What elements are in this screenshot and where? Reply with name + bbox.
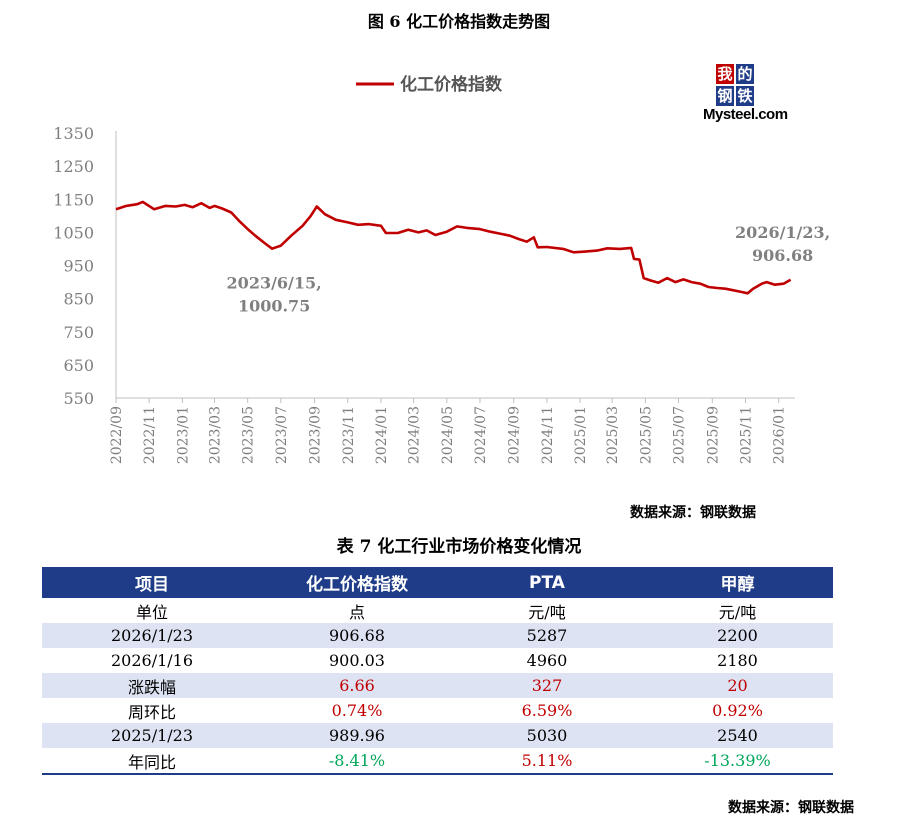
y-tick-label: 850 (63, 290, 94, 309)
x-tick-label: 2024/07 (473, 406, 489, 464)
table-source: 数据来源：钢联数据 (728, 800, 854, 816)
x-tick-label: 2025/05 (638, 406, 654, 464)
legend-label: 化工价格指数 (400, 74, 503, 95)
y-tick-label: 1350 (53, 124, 94, 143)
x-tick-label: 2024/01 (374, 406, 390, 464)
table-cell: 涨跌幅 (42, 673, 262, 698)
x-tick-label: 2023/07 (274, 406, 290, 464)
header-pta: PTA (452, 567, 642, 598)
table-row: 2026/1/23 906.68 5287 2200 (42, 623, 833, 648)
table-row: 年同比 -8.41% 5.11% -13.39% (42, 748, 833, 775)
x-tick-label: 2025/09 (705, 406, 721, 464)
chart-legend: 化工价格指数 (356, 74, 503, 95)
y-axis: 550 650 750 850 950 1050 1150 1250 1350 (53, 124, 117, 408)
table-row: 单位 点 元/吨 元/吨 (42, 598, 833, 623)
x-tick-label: 2023/09 (308, 406, 324, 464)
table-header-row: 项目 化工价格指数 PTA 甲醇 (42, 567, 833, 598)
logo-char: 铁 (736, 86, 754, 106)
x-tick-label: 2026/01 (772, 406, 788, 464)
table-cell: 0.92% (712, 701, 763, 720)
y-tick-label: 950 (63, 257, 94, 276)
table-row: 2026/1/16 900.03 4960 2180 (42, 648, 833, 673)
annotation-label: 906.68 (752, 246, 813, 265)
table-cell: -13.39% (642, 748, 833, 775)
table-row: 涨跌幅 6.66 327 20 (42, 673, 833, 698)
logo-char: 钢 (716, 86, 734, 106)
table-cell: 6.66 (262, 673, 452, 698)
table-cell: 5.11% (452, 748, 642, 775)
table-cell: 5287 (452, 623, 642, 648)
mysteel-logo: 我 的 钢 铁 Mysteel.com (703, 62, 803, 132)
table-cell: 元/吨 (528, 602, 566, 622)
table-cell: 20 (642, 673, 833, 698)
table-cell: -8.41% (262, 748, 452, 775)
table-cell: 906.68 (262, 623, 452, 648)
chart-source: 数据来源：钢联数据 (630, 505, 756, 521)
annotation-label: 2026/1/23, (735, 223, 830, 242)
table-cell: 2180 (717, 651, 758, 670)
y-tick-label: 750 (63, 323, 94, 342)
annotation-label: 2023/6/15, (227, 274, 322, 293)
table-cell: 年同比 (42, 748, 262, 775)
table-title: 表 7 化工行业市场价格变化情况 (336, 537, 582, 557)
table-cell: 2026/1/16 (110, 651, 194, 670)
x-tick-label: 2025/11 (738, 406, 754, 464)
table-cell: 0.74% (331, 701, 383, 720)
table-cell: 周环比 (127, 702, 176, 722)
x-tick-label: 2025/03 (605, 406, 621, 464)
table-cell: 元/吨 (718, 602, 757, 622)
table-row: 周环比 0.74% 6.59% 0.92% (42, 698, 833, 723)
x-tick-label: 2025/07 (672, 406, 688, 464)
header-item: 项目 (42, 567, 262, 598)
x-tick-label: 2023/03 (207, 406, 223, 464)
table-cell: 点 (348, 602, 365, 622)
x-tick-label: 2025/01 (573, 406, 589, 464)
table-row: 2025/1/23 989.96 5030 2540 (42, 723, 833, 748)
figure-title: 图 6 化工价格指数走势图 (367, 12, 551, 31)
table-cell: 单位 (135, 602, 168, 622)
x-tick-label: 2023/01 (175, 406, 191, 464)
logo-char: 的 (736, 64, 754, 84)
annotation-label: 1000.75 (238, 297, 310, 316)
table-cell: 327 (452, 673, 642, 698)
x-tick-label: 2024/05 (440, 406, 456, 464)
table-cell: 5030 (452, 723, 642, 748)
x-axis: 2022/09 2022/11 2023/01 2023/03 2023/05 2023/… (109, 397, 795, 464)
header-index: 化工价格指数 (262, 567, 452, 598)
table-cell: 2025/1/23 (42, 723, 262, 748)
series-line-chemical-index (115, 200, 792, 295)
table-cell: 900.03 (329, 651, 385, 670)
y-tick-label: 650 (63, 356, 94, 375)
table-cell: 2540 (642, 723, 833, 748)
chart-annotations: 2023/6/15, 1000.75 2026/1/23, 906.68 (227, 223, 831, 316)
y-tick-label: 550 (63, 389, 94, 408)
x-tick-label: 2024/03 (407, 406, 423, 464)
table-cell: 4960 (526, 651, 568, 670)
y-tick-label: 1050 (53, 223, 94, 242)
x-tick-label: 2024/11 (540, 406, 556, 464)
table-cell: 2026/1/23 (42, 623, 262, 648)
x-tick-label: 2023/11 (341, 406, 357, 464)
line-chart: 化工价格指数 550 650 750 850 950 1050 1150 1250 1350 2… (53, 74, 831, 464)
y-tick-label: 1250 (53, 157, 94, 176)
x-tick-label: 2022/09 (109, 406, 125, 464)
table-cell: 989.96 (262, 723, 452, 748)
y-tick-label: 1150 (53, 190, 94, 209)
price-change-table: 项目 化工价格指数 PTA 甲醇 单位点元/吨 元/吨 2026/1/23 906.6… (42, 567, 833, 775)
x-tick-label: 2023/05 (241, 406, 257, 464)
logo-char: 我 (716, 64, 734, 84)
table-cell: 2200 (642, 623, 833, 648)
x-tick-label: 2022/11 (142, 406, 158, 464)
x-tick-label: 2024/09 (507, 406, 523, 464)
logo-wordmark: Mysteel.com (703, 106, 788, 123)
header-methanol: 甲醇 (642, 567, 833, 598)
table-cell: 6.59% (521, 701, 573, 720)
